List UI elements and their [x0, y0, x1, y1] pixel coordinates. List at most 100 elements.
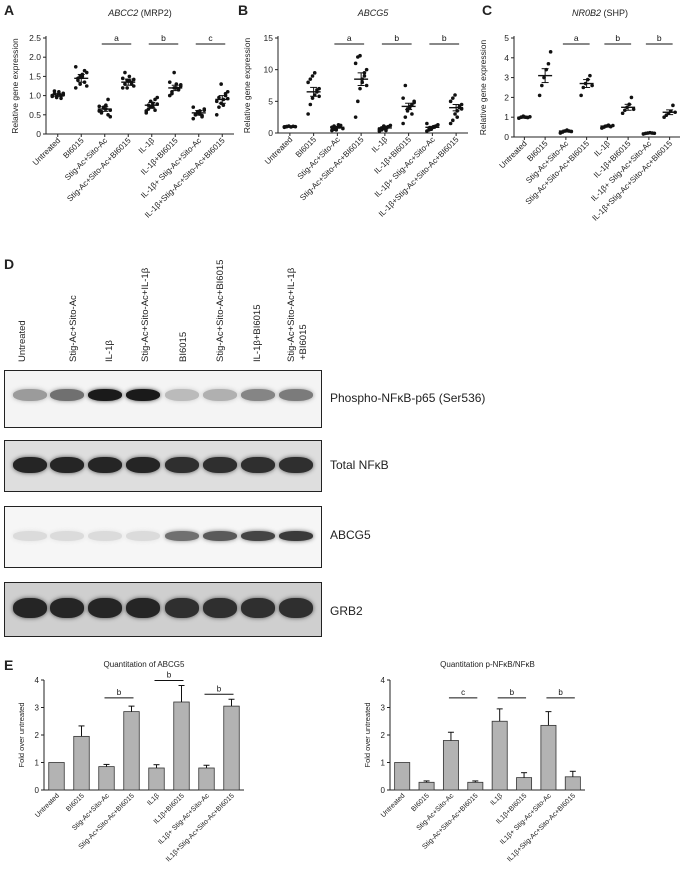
- data-point: [82, 68, 87, 73]
- lane-label: Stig-Ac+Sito-Ac: [68, 295, 79, 362]
- x-tick-label: IL1β: [489, 792, 504, 807]
- chart-title: Quantitation of ABCG5: [104, 660, 185, 669]
- y-tick-label: 1.5: [29, 71, 41, 81]
- data-point: [155, 95, 160, 100]
- lane-label: IL-1β+BI6015: [252, 304, 263, 363]
- data-point: [358, 53, 362, 58]
- data-point: [73, 65, 78, 69]
- blot-band: [126, 457, 160, 473]
- data-point: [306, 112, 310, 116]
- data-point: [120, 86, 125, 90]
- bar: [442, 740, 459, 791]
- y-tick-label: 5: [504, 33, 509, 43]
- data-point: [425, 121, 429, 126]
- blot-band: [50, 598, 84, 618]
- data-point: [388, 123, 393, 128]
- data-point: [671, 103, 675, 108]
- data-point: [546, 61, 551, 66]
- blot-band: [50, 389, 84, 401]
- data-point: [214, 99, 219, 104]
- data-point: [540, 83, 544, 88]
- x-tick-label: Untreated: [263, 135, 294, 166]
- y-tick-label: 2: [381, 731, 386, 740]
- blot-band: [50, 457, 84, 473]
- chart-title: ABCC2 (MRP2): [107, 8, 172, 18]
- data-point: [104, 103, 108, 107]
- blot-band: [279, 531, 313, 541]
- y-tick-label: 0: [381, 786, 386, 795]
- data-point: [308, 102, 313, 107]
- blot-band: [241, 457, 275, 473]
- y-tick-label: 2: [504, 92, 509, 102]
- blot-band: [279, 598, 313, 618]
- bar: [540, 724, 557, 791]
- chart-title: Quantitation p-NFκB/NFκB: [440, 660, 535, 669]
- blot-band: [165, 598, 199, 618]
- y-tick-label: 0: [36, 129, 41, 139]
- chart-title: ABCG5: [357, 8, 390, 18]
- y-tick-label: 0.5: [29, 110, 41, 120]
- y-tick-label: 3: [35, 704, 40, 713]
- y-tick-label: 4: [35, 676, 40, 685]
- chart-nr0b2: NR0B2 (SHP) Relative gene expression 0 1 2 3 4…: [480, 8, 680, 223]
- data-point: [356, 99, 360, 104]
- data-point: [364, 83, 369, 88]
- data-point: [153, 108, 157, 112]
- data-point: [579, 93, 583, 98]
- bar: [564, 776, 581, 791]
- lane-label: Stig-Ac+Sito-Ac+BI6015: [215, 259, 226, 362]
- data-point: [84, 84, 89, 88]
- data-point: [310, 74, 315, 78]
- data-point: [537, 93, 542, 98]
- x-tick-label: IL-1β: [137, 136, 157, 156]
- blot-band: [241, 598, 275, 618]
- data-point: [590, 83, 594, 88]
- blot-band: [241, 531, 275, 541]
- blot-total-nfkb: [4, 440, 322, 492]
- blot-band: [241, 389, 275, 401]
- data-point: [170, 91, 174, 96]
- x-tick-label: Untreated: [34, 792, 61, 819]
- y-axis-label: Fold over untreated: [17, 702, 26, 767]
- data-point: [59, 96, 63, 101]
- data-point: [317, 94, 321, 99]
- y-tick-label: 15: [264, 33, 274, 43]
- y-tick-label: 2: [35, 731, 40, 740]
- data-point: [191, 105, 196, 109]
- significance-label: a: [574, 33, 579, 43]
- data-point: [403, 83, 408, 88]
- significance-label: b: [394, 33, 399, 43]
- data-point: [453, 93, 457, 97]
- blot-band: [88, 389, 122, 401]
- data-point: [308, 77, 313, 81]
- data-point: [631, 107, 636, 112]
- y-tick-label: 1.0: [29, 91, 41, 101]
- data-point: [125, 86, 129, 90]
- y-tick-label: 1: [504, 112, 509, 122]
- blot-label-grb2: GRB2: [330, 604, 363, 618]
- chart-quant-pnfkb: Quantitation p-NFκB/NFκB Fold over untrea…: [363, 660, 585, 863]
- chart-abcc2: ABCC2 (MRP2) Relative gene expression 0 0.5…: [10, 8, 234, 220]
- bar: [123, 711, 140, 791]
- significance-label: b: [117, 688, 122, 697]
- y-tick-label: 5: [268, 96, 273, 106]
- data-point: [401, 96, 405, 100]
- blot-band: [13, 457, 47, 473]
- y-tick-label: 2.0: [29, 52, 41, 62]
- data-point: [217, 95, 221, 100]
- data-point: [384, 128, 388, 133]
- x-tick-label: BI6015: [410, 792, 431, 813]
- lane-label: Stig-Ac+Sito-Ac+IL-1β: [286, 267, 297, 362]
- blot-abcg5: [4, 506, 322, 568]
- significance-label: c: [461, 688, 465, 697]
- data-point: [334, 128, 339, 132]
- significance-label: b: [442, 33, 447, 43]
- data-point: [131, 77, 136, 82]
- bar: [516, 777, 533, 791]
- data-point: [172, 70, 176, 75]
- y-tick-label: 3: [504, 73, 509, 83]
- data-point: [219, 82, 223, 86]
- y-tick-label: 1: [381, 759, 386, 768]
- data-point: [106, 97, 110, 102]
- blot-band: [203, 457, 237, 473]
